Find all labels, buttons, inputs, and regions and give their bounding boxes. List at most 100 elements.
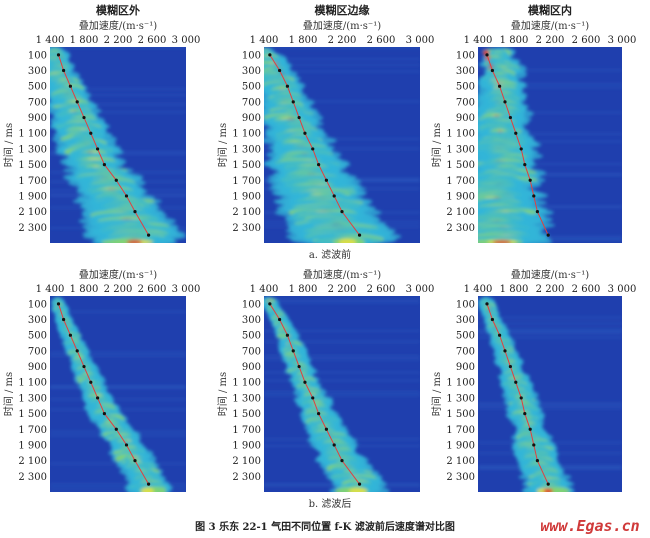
energy-streak — [50, 490, 186, 492]
x-tick-label: 1 400 — [464, 35, 493, 46]
velocity-pick-point — [133, 459, 137, 463]
velocity-pick-line — [269, 54, 360, 236]
x-tick-label: 3 000 — [172, 35, 201, 46]
x-tick-label: 3 000 — [406, 35, 435, 46]
velocity-pick-point — [297, 115, 301, 120]
energy-streak — [264, 298, 420, 301]
energy-streak — [478, 336, 622, 339]
energy-streak — [264, 379, 420, 382]
energy-streak — [478, 237, 622, 240]
energy-streak — [50, 386, 186, 388]
energy-streak — [264, 58, 420, 60]
velocity-pick-point — [508, 364, 512, 369]
y-tick-label: 1 900 — [18, 191, 47, 202]
x-tick-label: 1 800 — [289, 284, 318, 295]
y-tick-label: 900 — [456, 362, 475, 373]
energy-streak — [478, 69, 622, 71]
velocity-pick-point — [519, 396, 523, 400]
velocity-pick-point — [523, 412, 527, 416]
velocity-pick-point — [96, 396, 100, 400]
energy-streak — [478, 317, 622, 319]
velocity-spectrum-panel: 1 400 1 800 2 200 2 600 3 000 100 300 500 700 900… — [216, 268, 434, 492]
y-tick-label: 1 900 — [446, 440, 475, 451]
x-tick-label: 2 600 — [138, 35, 167, 46]
energy-streak — [478, 407, 622, 409]
y-tick-label: 100 — [456, 299, 475, 310]
y-tick-label: 2 100 — [446, 207, 475, 218]
energy-streak — [50, 94, 186, 96]
y-tick-label: 1 500 — [446, 409, 475, 420]
y-tick-label: 900 — [28, 362, 47, 373]
energy-blob — [338, 238, 357, 243]
x-axis-title: 叠加速度/(m·s⁻¹) — [303, 268, 381, 281]
y-tick-label: 1 700 — [232, 176, 261, 187]
y-tick-label: 100 — [456, 50, 475, 61]
y-tick-label: 900 — [242, 362, 261, 373]
velocity-pick-point — [147, 233, 151, 237]
energy-blob — [140, 487, 154, 492]
y-tick-label: 1 300 — [232, 144, 261, 155]
energy-streak — [478, 173, 622, 175]
row-caption-before: a. 滤波前 — [309, 248, 351, 261]
x-tick-label: 3 000 — [608, 35, 637, 46]
y-tick-label: 900 — [456, 113, 475, 124]
velocity-pick-point — [285, 333, 289, 337]
velocity-pick-point — [311, 396, 315, 400]
energy-streak — [264, 330, 420, 332]
velocity-pick-line — [58, 303, 150, 485]
energy-streak — [478, 322, 622, 325]
y-tick-label: 900 — [28, 113, 47, 124]
y-tick-label: 2 100 — [232, 456, 261, 467]
energy-streak — [264, 100, 420, 103]
y-axis-title: 时间 / ms — [2, 372, 15, 416]
velocity-spectrum-panel: 1 400 1 800 2 200 2 600 3 000 100 300 500 700 900… — [430, 3, 637, 243]
energy-streak — [478, 133, 622, 135]
velocity-pick-point — [503, 100, 507, 104]
panel-title: 模糊区外 — [96, 3, 140, 17]
y-tick-label: 1 900 — [232, 440, 261, 451]
velocity-pick-point — [514, 380, 518, 384]
energy-streak — [264, 358, 420, 360]
y-tick-label: 500 — [242, 82, 261, 93]
energy-streak — [478, 174, 622, 176]
x-tick-label: 2 200 — [104, 35, 133, 46]
energy-streak — [264, 341, 420, 343]
velocity-pick-point — [485, 302, 489, 306]
energy-streak — [264, 70, 420, 73]
velocity-pick-point — [523, 163, 527, 167]
velocity-pick-point — [508, 115, 512, 120]
y-tick-label: 2 300 — [446, 472, 475, 483]
velocity-pick-point — [56, 53, 61, 57]
y-tick-label: 700 — [242, 97, 261, 108]
velocity-pick-point — [114, 427, 118, 431]
velocity-pick-point — [89, 380, 93, 384]
velocity-pick-point — [62, 68, 66, 73]
velocity-pick-point — [311, 147, 315, 151]
x-tick-label: 2 600 — [572, 35, 601, 46]
x-tick-label: 2 200 — [328, 284, 357, 295]
x-tick-label: 1 400 — [464, 284, 493, 295]
figure-caption: 图 3 乐东 22-1 气田不同位置 f-K 滤波前后速度谱对比图 — [195, 520, 455, 533]
x-axis-title: 叠加速度/(m·s⁻¹) — [303, 19, 381, 32]
y-tick-label: 300 — [456, 315, 475, 326]
velocity-pick-point — [332, 443, 336, 447]
y-tick-label: 2 100 — [18, 456, 47, 467]
velocity-pick-point — [490, 317, 494, 322]
velocity-pick-point — [546, 233, 550, 237]
energy-streak — [478, 239, 622, 241]
velocity-pick-point — [519, 147, 523, 151]
velocity-pick-point — [62, 317, 66, 322]
y-tick-label: 700 — [456, 346, 475, 357]
y-tick-label: 300 — [28, 66, 47, 77]
energy-peak — [492, 240, 511, 243]
panel-title: 模糊区边缘 — [315, 3, 370, 17]
y-tick-label: 500 — [456, 82, 475, 93]
y-tick-label: 1 100 — [18, 129, 47, 140]
velocity-pick-point — [528, 427, 532, 431]
energy-peak — [543, 488, 553, 492]
velocity-pick-point — [532, 194, 536, 198]
y-tick-label: 2 300 — [18, 472, 47, 483]
y-tick-label: 500 — [28, 82, 47, 93]
velocity-pick-point — [89, 131, 93, 135]
velocity-spectrum-panel: 1 400 1 800 2 200 2 600 3 000 100 300 500 700 900… — [2, 268, 200, 492]
